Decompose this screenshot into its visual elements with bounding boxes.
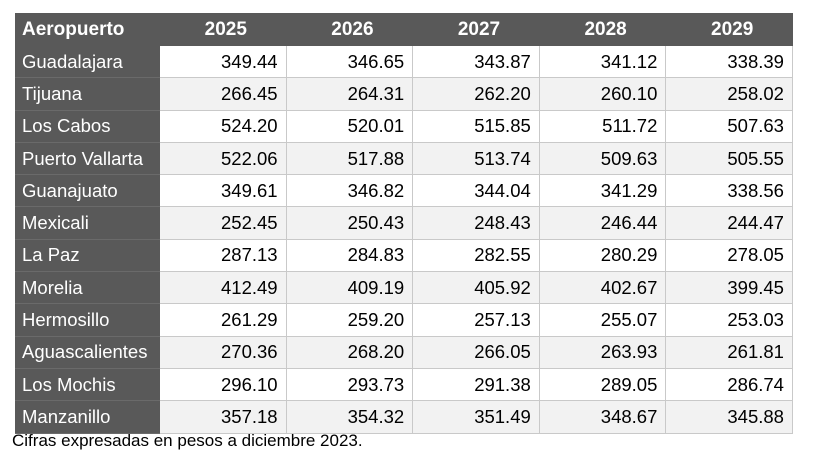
table-cell-value: 282.55 (412, 238, 540, 273)
table-cell-value: 268.20 (285, 335, 414, 369)
table-cell-value: 412.49 (159, 271, 287, 305)
column-header-year: 2027 (412, 13, 540, 46)
table-cell-value: 349.44 (159, 44, 287, 79)
table-cell-value: 284.83 (285, 238, 414, 273)
table-cell-value: 341.29 (538, 174, 667, 208)
table-cell-value: 520.01 (285, 109, 414, 143)
table-cell-value: 260.10 (538, 77, 667, 111)
table-row: Tijuana 266.45 264.31 262.20 260.10 258.02 (15, 77, 793, 111)
row-header-airport: La Paz (15, 238, 160, 273)
row-header-airport: Los Cabos (15, 109, 160, 143)
table-cell-value: 524.20 (159, 109, 287, 143)
table-cell-value: 264.31 (285, 77, 414, 111)
table-cell-value: 248.43 (412, 206, 540, 240)
table-cell-value: 509.63 (538, 141, 667, 176)
table-cell-value: 522.06 (159, 141, 287, 176)
table-cell-value: 338.56 (665, 174, 793, 208)
table-row: Guadalajara 349.44 346.65 343.87 341.12 338.3… (15, 44, 793, 79)
table-cell-value: 261.29 (159, 303, 287, 337)
table-cell-value: 344.04 (412, 174, 540, 208)
table-cell-value: 291.38 (412, 367, 540, 402)
row-header-airport: Hermosillo (15, 303, 160, 337)
table-cell-value: 505.55 (665, 141, 793, 176)
table-cell-value: 257.13 (412, 303, 540, 337)
row-header-airport: Tijuana (15, 77, 160, 111)
row-header-airport: Aguascalientes (15, 335, 160, 369)
table-row: Aguascalientes 270.36 268.20 266.05 263.93 26… (15, 335, 793, 369)
table-cell-value: 348.67 (538, 400, 667, 434)
table-cell-value: 287.13 (159, 238, 287, 273)
table-cell-value: 280.29 (538, 238, 667, 273)
table-cell-value: 255.07 (538, 303, 667, 337)
table-cell-value: 266.05 (412, 335, 540, 369)
table-cell-value: 405.92 (412, 271, 540, 305)
table-cell-value: 258.02 (665, 77, 793, 111)
column-header-year: 2028 (538, 13, 667, 46)
footnote: Cifras expresadas en pesos a diciembre 2… (12, 431, 363, 450)
tariff-table: Aeropuerto 2025 2026 2027 2028 2029 Guad… (15, 13, 793, 434)
row-header-airport: Mexicali (15, 206, 160, 240)
table-cell-value: 266.45 (159, 77, 287, 111)
table-cell-value: 252.45 (159, 206, 287, 240)
table-row: Los Mochis 296.10 293.73 291.38 289.05 286.74 (15, 367, 793, 402)
table-cell-value: 293.73 (285, 367, 414, 402)
table-row: Hermosillo 261.29 259.20 257.13 255.07 253.03 (15, 303, 793, 337)
row-header-airport: Guanajuato (15, 174, 160, 208)
table-cell-value: 343.87 (412, 44, 540, 79)
table-cell-value: 517.88 (285, 141, 414, 176)
table-cell-value: 246.44 (538, 206, 667, 240)
table-cell-value: 346.65 (285, 44, 414, 79)
table-cell-value: 515.85 (412, 109, 540, 143)
table-header-row: Aeropuerto 2025 2026 2027 2028 2029 (15, 13, 793, 46)
table-cell-value: 296.10 (159, 367, 287, 402)
table-cell-value: 244.47 (665, 206, 793, 240)
row-header-airport: Manzanillo (15, 400, 160, 434)
column-header-year: 2025 (159, 13, 287, 46)
table-cell-value: 345.88 (665, 400, 793, 434)
row-header-airport: Guadalajara (15, 44, 160, 79)
table-cell-value: 507.63 (665, 109, 793, 143)
table-cell-value: 341.12 (538, 44, 667, 79)
table-cell-value: 270.36 (159, 335, 287, 369)
table-row: Mexicali 252.45 250.43 248.43 246.44 244.47 (15, 206, 793, 240)
table-cell-value: 250.43 (285, 206, 414, 240)
row-header-airport: Puerto Vallarta (15, 141, 160, 176)
table-cell-value: 263.93 (538, 335, 667, 369)
table-row: Manzanillo 357.18 354.32 351.49 348.67 345.88 (15, 400, 793, 434)
table-cell-value: 354.32 (285, 400, 414, 434)
table-cell-value: 351.49 (412, 400, 540, 434)
table-cell-value: 349.61 (159, 174, 287, 208)
column-header-year: 2029 (665, 13, 793, 46)
table-body: Guadalajara 349.44 346.65 343.87 341.12 338.3… (15, 44, 793, 434)
table-row: La Paz 287.13 284.83 282.55 280.29 278.05 (15, 238, 793, 273)
table-cell-value: 259.20 (285, 303, 414, 337)
table-cell-value: 402.67 (538, 271, 667, 305)
row-header-airport: Los Mochis (15, 367, 160, 402)
table-cell-value: 253.03 (665, 303, 793, 337)
table-cell-value: 286.74 (665, 367, 793, 402)
table-cell-value: 262.20 (412, 77, 540, 111)
table-cell-value: 289.05 (538, 367, 667, 402)
table-cell-value: 261.81 (665, 335, 793, 369)
table-cell-value: 278.05 (665, 238, 793, 273)
table-cell-value: 338.39 (665, 44, 793, 79)
table-row: Morelia 412.49 409.19 405.92 402.67 399.45 (15, 271, 793, 305)
table-cell-value: 346.82 (285, 174, 414, 208)
row-header-airport: Morelia (15, 271, 160, 305)
table-cell-value: 409.19 (285, 271, 414, 305)
table-cell-value: 511.72 (538, 109, 667, 143)
column-header-airport: Aeropuerto (15, 13, 160, 46)
table-row: Guanajuato 349.61 346.82 344.04 341.29 338.56 (15, 174, 793, 208)
table-cell-value: 357.18 (159, 400, 287, 434)
table-cell-value: 513.74 (412, 141, 540, 176)
column-header-year: 2026 (285, 13, 414, 46)
table-row: Los Cabos 524.20 520.01 515.85 511.72 507.63 (15, 109, 793, 143)
table-cell-value: 399.45 (665, 271, 793, 305)
table-row: Puerto Vallarta 522.06 517.88 513.74 509.63 5… (15, 141, 793, 176)
